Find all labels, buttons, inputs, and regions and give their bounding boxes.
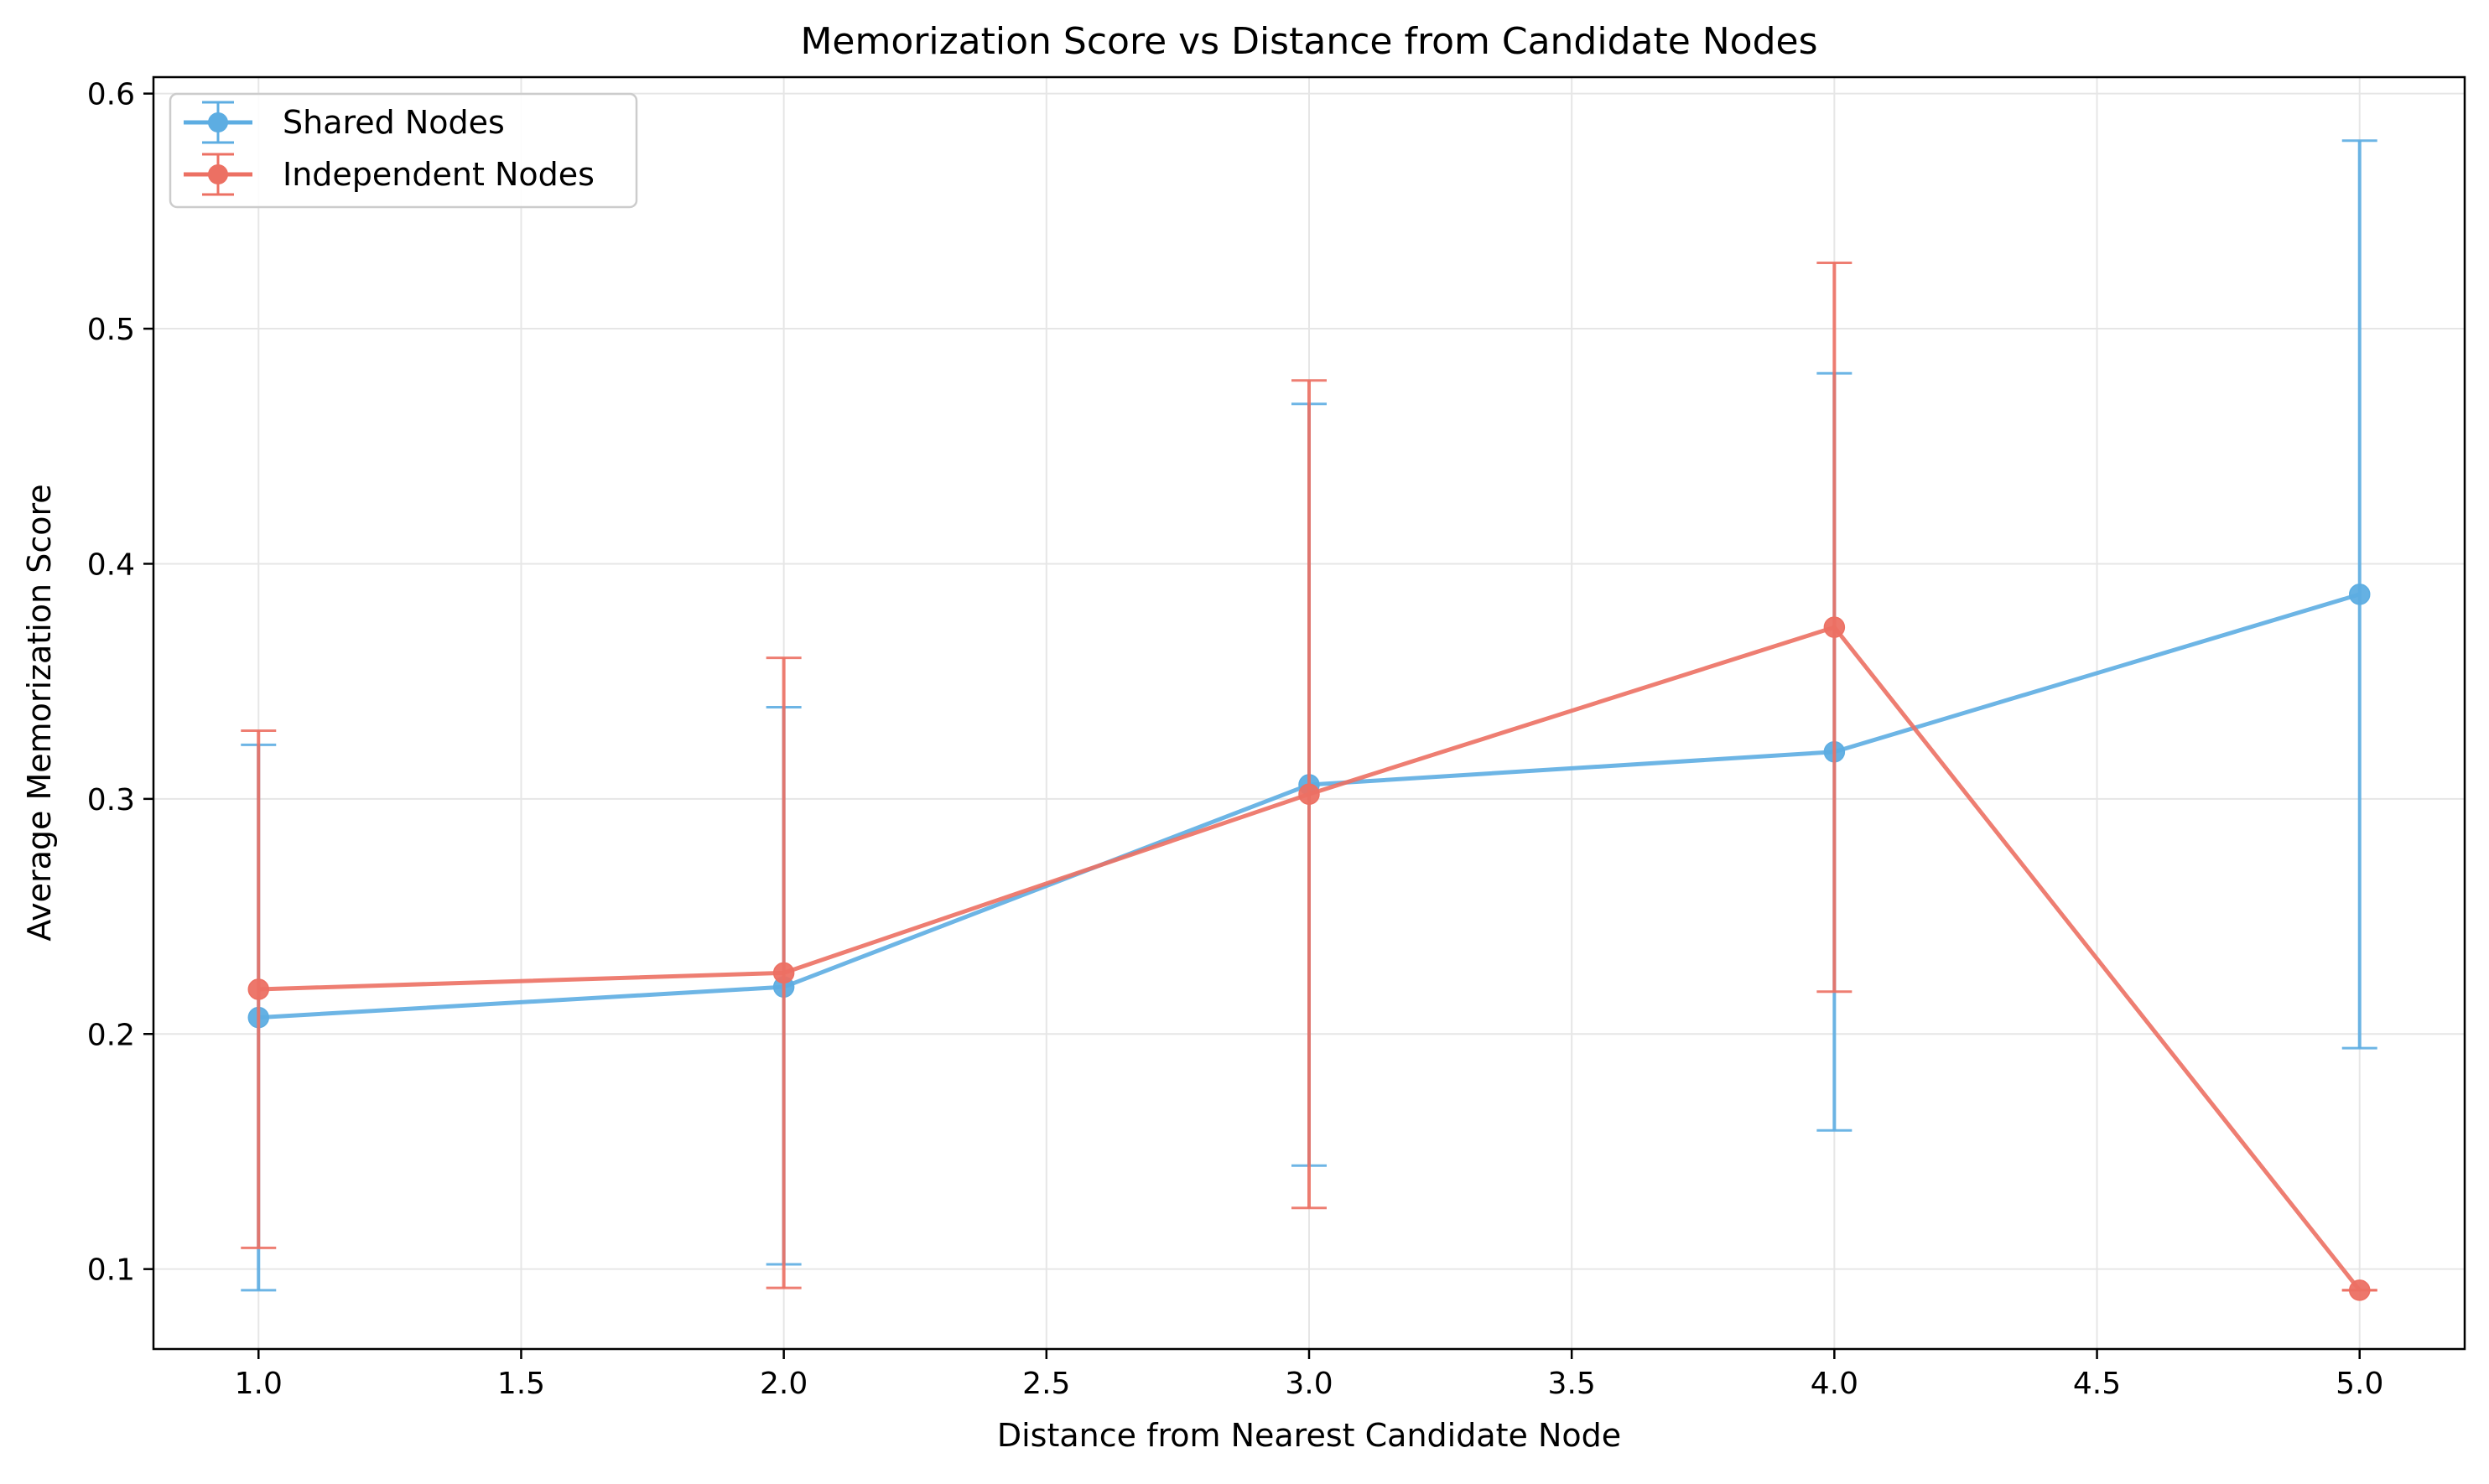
legend-box bbox=[169, 92, 638, 209]
x-tick-label: 3.0 bbox=[1285, 1367, 1333, 1401]
independent-nodes-point bbox=[1298, 783, 1320, 805]
y-tick-label: 0.1 bbox=[87, 1253, 135, 1288]
legend-label-shared-nodes: Shared Nodes bbox=[283, 104, 505, 141]
y-tick-label: 0.2 bbox=[87, 1018, 135, 1052]
x-axis-label: Distance from Nearest Candidate Node bbox=[997, 1417, 1621, 1454]
x-tick-label: 2.5 bbox=[1022, 1367, 1070, 1401]
chart-title: Memorization Score vs Distance from Cand… bbox=[800, 20, 1817, 63]
independent-nodes-point bbox=[1823, 616, 1846, 638]
independent-nodes-point bbox=[772, 962, 795, 984]
x-tick-label: 1.5 bbox=[497, 1367, 545, 1401]
legend-label-independent-nodes: Independent Nodes bbox=[283, 156, 595, 193]
independent-nodes-point bbox=[2348, 1279, 2371, 1301]
x-tick-label: 2.0 bbox=[760, 1367, 808, 1401]
legend-marker-independent-nodes bbox=[208, 164, 228, 184]
independent-nodes-point bbox=[247, 978, 270, 1000]
legend: Shared Nodes Independent Nodes bbox=[169, 92, 638, 209]
y-tick-label: 0.4 bbox=[87, 547, 135, 582]
y-tick-label: 0.3 bbox=[87, 783, 135, 817]
y-tick-label: 0.6 bbox=[87, 78, 135, 112]
legend-entry-shared-nodes: Shared Nodes bbox=[184, 101, 505, 144]
series-layer bbox=[241, 139, 2377, 1301]
x-tick-label: 3.5 bbox=[1548, 1367, 1596, 1401]
x-tick-label: 1.0 bbox=[235, 1367, 283, 1401]
x-tick-label: 4.0 bbox=[1811, 1367, 1858, 1401]
shared-nodes-point bbox=[2348, 584, 2371, 605]
x-tick-label: 5.0 bbox=[2336, 1367, 2383, 1401]
legend-entry-independent-nodes: Independent Nodes bbox=[184, 153, 595, 196]
y-tick-label: 0.5 bbox=[87, 313, 135, 347]
legend-marker-shared-nodes bbox=[208, 112, 228, 132]
tick-layer: 1.0 1.5 2.0 2.5 3.0 3.5 4.0 4.5 5.0 0.1 0.2 0.3 0.4 0… bbox=[87, 78, 2384, 1401]
y-axis-label: Average Memorization Score bbox=[21, 484, 58, 941]
x-tick-label: 4.5 bbox=[2073, 1367, 2121, 1401]
series-independent-nodes bbox=[241, 262, 2377, 1301]
